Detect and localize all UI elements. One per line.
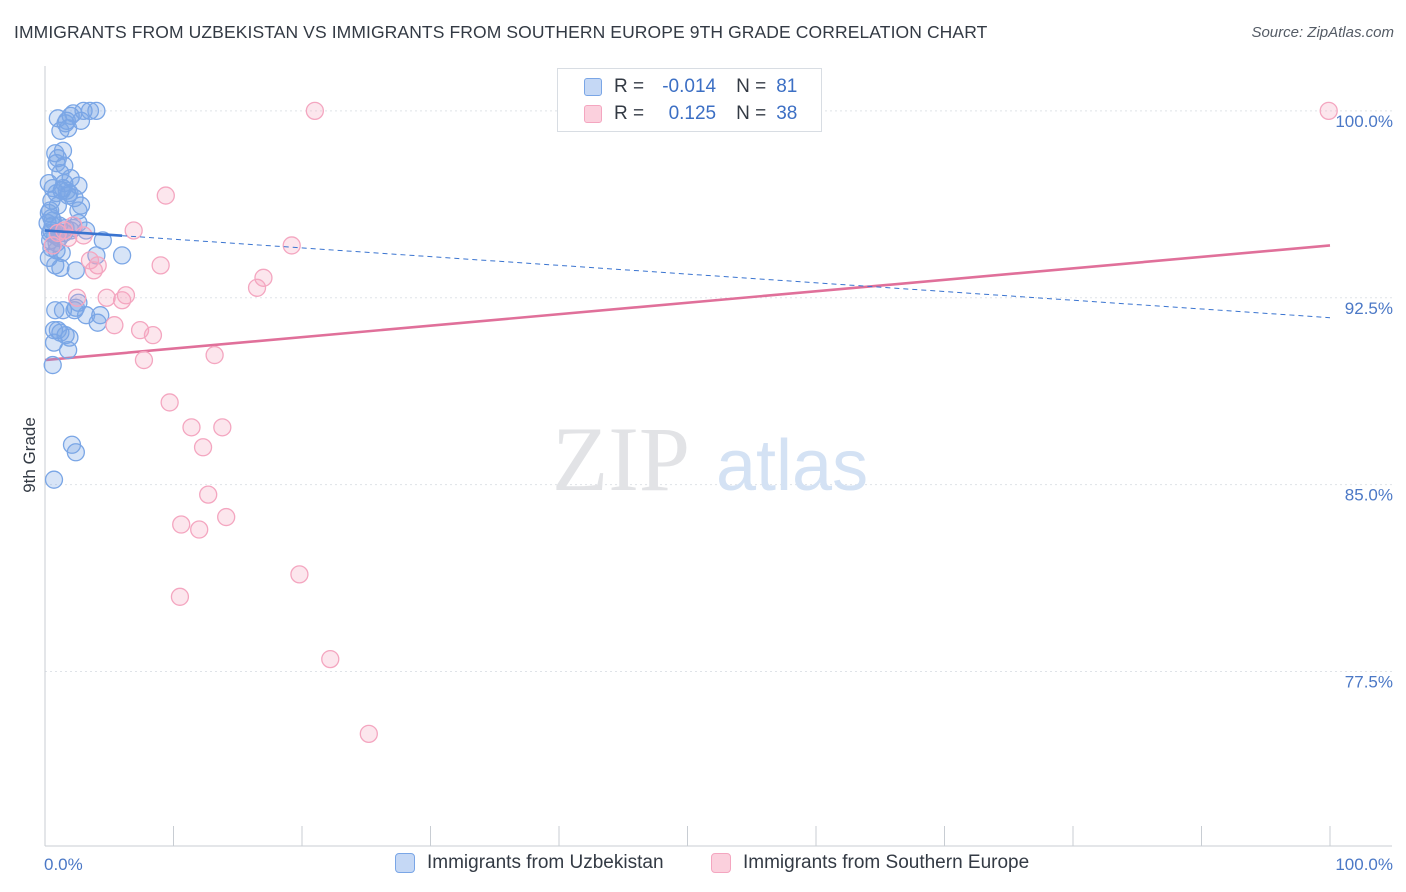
point-southern-europe (105, 316, 124, 335)
point-southern-europe (199, 485, 218, 504)
trend-line-uzbekistan (44, 229, 1331, 319)
point-southern-europe (74, 226, 93, 245)
points-southern-europe (43, 101, 1338, 744)
point-southern-europe (359, 724, 378, 744)
point-uzbekistan (112, 246, 132, 265)
point-uzbekistan (88, 313, 107, 332)
legend-r-value: -0.014 (662, 76, 717, 97)
point-uzbekistan (46, 301, 65, 320)
point-southern-europe (205, 345, 224, 365)
point-southern-europe (160, 393, 179, 412)
point-uzbekistan (51, 258, 70, 278)
point-southern-europe (213, 418, 232, 437)
point-uzbekistan (87, 101, 106, 121)
point-southern-europe (1319, 101, 1338, 121)
point-uzbekistan (39, 173, 59, 193)
point-southern-europe (84, 261, 103, 280)
point-southern-europe (217, 507, 236, 527)
point-southern-europe (156, 186, 175, 205)
y-tick-label: 77.5% (1345, 673, 1393, 692)
series-legend-uzbekistan[interactable]: Immigrants from Uzbekistan (395, 852, 664, 874)
tick-labels: 100.0% 92.5% 85.0% 77.5% 0.0% 100.0% (44, 112, 1393, 874)
legend-swatch-pink (711, 853, 731, 873)
series-legend: Immigrants from Uzbekistan Immigrants fr… (0, 852, 1406, 878)
point-southern-europe (182, 418, 201, 437)
point-uzbekistan (44, 470, 64, 489)
point-southern-europe (112, 291, 132, 310)
trend-line-blue-dashed (122, 235, 1331, 319)
point-uzbekistan (64, 104, 83, 123)
legend-swatch-pink (584, 105, 602, 123)
trend-line-blue-solid (44, 229, 123, 238)
legend-row-uzbekistan: R = -0.014 N = 81 (584, 75, 797, 99)
point-southern-europe (43, 236, 62, 255)
point-uzbekistan (66, 443, 85, 462)
point-uzbekistan (57, 111, 76, 130)
point-uzbekistan (66, 261, 85, 280)
point-southern-europe (143, 325, 163, 345)
point-southern-europe (134, 350, 154, 370)
y-tick-label: 100.0% (1335, 112, 1393, 131)
legend-r-label: R = (614, 76, 645, 97)
series-legend-label: Immigrants from Southern Europe (743, 852, 1030, 873)
point-uzbekistan (44, 333, 64, 352)
legend-swatch-blue (395, 853, 415, 873)
point-southern-europe (321, 649, 340, 669)
point-southern-europe (170, 587, 190, 606)
series-legend-label: Immigrants from Uzbekistan (427, 852, 664, 873)
point-southern-europe (282, 236, 301, 255)
watermark-zip: ZIP (552, 408, 690, 510)
x-tick-label: 100.0% (1335, 855, 1393, 874)
legend-r-value: 0.125 (668, 103, 717, 124)
y-axis-title: 9th Grade (20, 417, 39, 493)
point-southern-europe (305, 101, 325, 121)
point-southern-europe (254, 268, 273, 287)
legend-row-southern-europe: R = 0.125 N = 38 (584, 102, 797, 126)
chart-title: IMMIGRANTS FROM UZBEKISTAN VS IMMIGRANTS… (14, 22, 988, 42)
trend-line-pink (44, 244, 1331, 362)
y-tick-label: 85.0% (1345, 486, 1393, 505)
point-southern-europe (172, 515, 191, 534)
gridlines (45, 110, 1392, 673)
source-label: Source: ZipAtlas.com (1251, 24, 1394, 41)
watermark: ZIP atlas (552, 408, 868, 510)
point-southern-europe (193, 438, 213, 457)
point-southern-europe (124, 221, 143, 240)
legend-n-label: N = (736, 103, 767, 124)
point-southern-europe (67, 288, 87, 307)
x-tick-label: 0.0% (44, 855, 83, 874)
point-southern-europe (151, 256, 170, 275)
legend-n-value: 81 (776, 76, 798, 97)
point-southern-europe (97, 288, 116, 307)
correlation-legend: R = -0.014 N = 81 R = 0.125 N = 38 (557, 68, 822, 132)
point-uzbekistan (48, 149, 67, 168)
point-southern-europe (290, 565, 309, 584)
point-uzbekistan (55, 173, 74, 193)
legend-n-label: N = (736, 76, 767, 97)
legend-n-value: 38 (776, 103, 798, 124)
legend-swatch-blue (584, 78, 602, 96)
watermark-atlas: atlas (716, 426, 868, 506)
point-uzbekistan (60, 183, 79, 203)
trend-line-southern-europe (44, 244, 1331, 362)
point-uzbekistan (43, 355, 62, 375)
series-legend-southern-europe[interactable]: Immigrants from Southern Europe (711, 852, 1029, 874)
point-uzbekistan (58, 340, 78, 360)
point-uzbekistan (71, 196, 91, 215)
legend-r-label: R = (614, 103, 645, 124)
y-tick-label: 92.5% (1345, 299, 1393, 318)
point-southern-europe (247, 278, 267, 297)
point-southern-europe (190, 520, 209, 539)
